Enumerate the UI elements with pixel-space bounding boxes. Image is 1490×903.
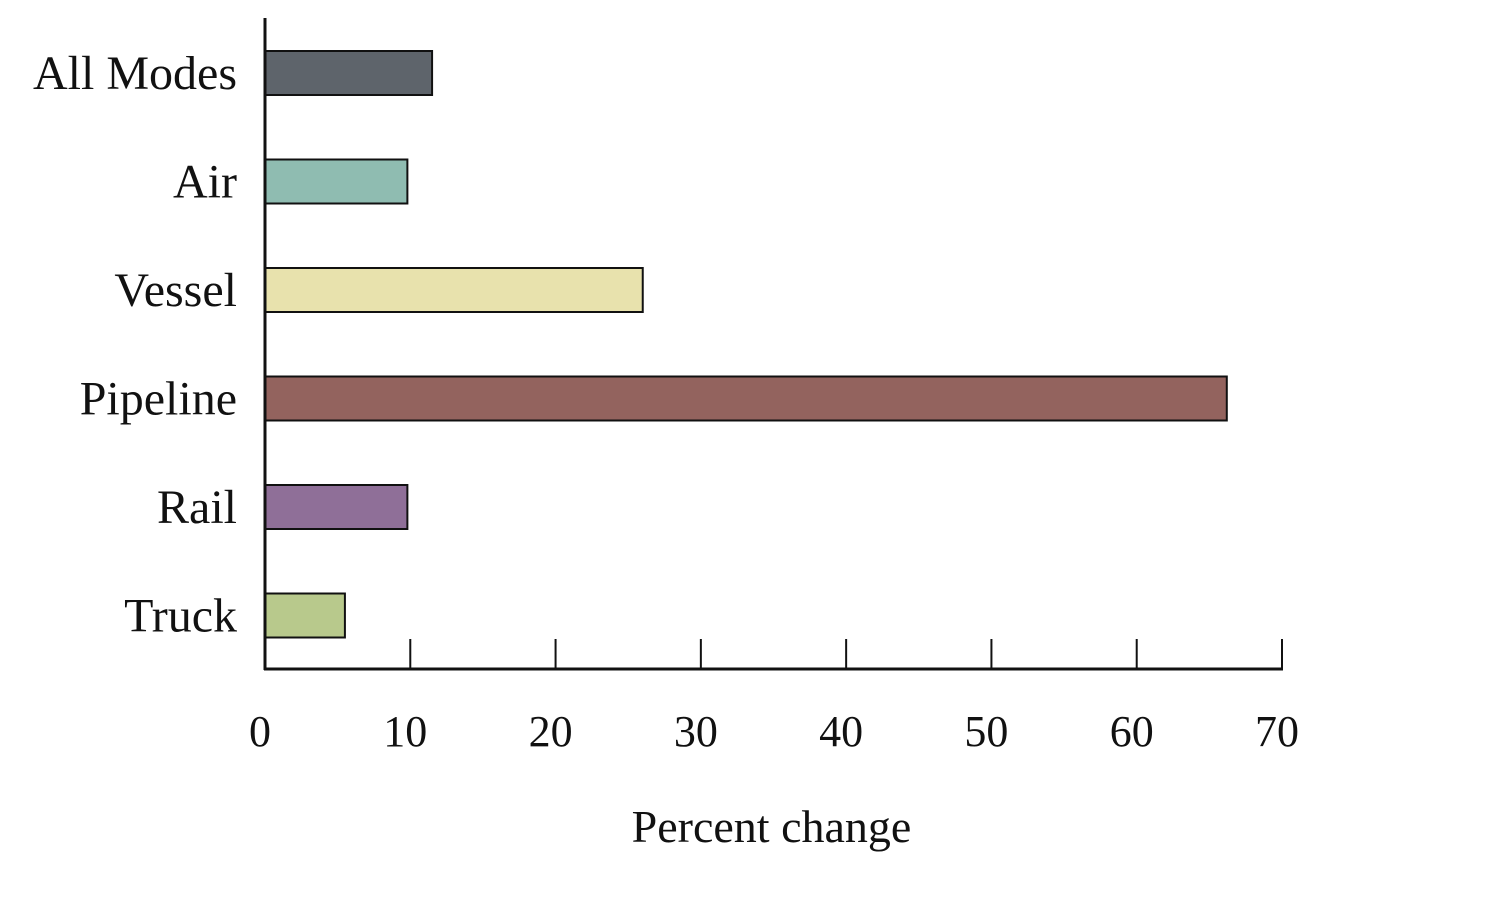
category-label-vessel: Vessel xyxy=(114,264,237,317)
x-tick-label-10: 10 xyxy=(383,707,427,756)
bar-all-modes xyxy=(264,50,434,96)
bar-air xyxy=(264,158,409,205)
bar-rail xyxy=(264,484,409,530)
x-tick-label-50: 50 xyxy=(964,707,1008,756)
x-tick-label-70: 70 xyxy=(1255,707,1299,756)
x-tick-label-0: 0 xyxy=(249,707,271,756)
bar-pipeline xyxy=(264,375,1228,422)
x-tick-label-40: 40 xyxy=(819,707,863,756)
x-axis-tick-labels: 0 10 20 30 40 50 60 70 xyxy=(249,707,1299,756)
x-tick-label-30: 30 xyxy=(674,707,718,756)
category-label-truck: Truck xyxy=(124,590,237,643)
category-label-rail: Rail xyxy=(157,481,237,534)
x-axis-ticks xyxy=(409,639,1283,669)
category-label-all-modes: All Modes xyxy=(33,47,237,100)
x-tick-label-60: 60 xyxy=(1110,707,1154,756)
bar-vessel xyxy=(264,267,644,313)
bar-truck xyxy=(264,592,346,639)
bars xyxy=(264,50,1228,639)
category-label-air: Air xyxy=(173,156,237,209)
category-labels: All Modes Air Vessel Pipeline Rail Truck xyxy=(33,47,237,643)
x-tick-label-20: 20 xyxy=(529,707,573,756)
category-label-pipeline: Pipeline xyxy=(80,373,237,426)
x-axis-title: Percent change xyxy=(632,801,912,852)
